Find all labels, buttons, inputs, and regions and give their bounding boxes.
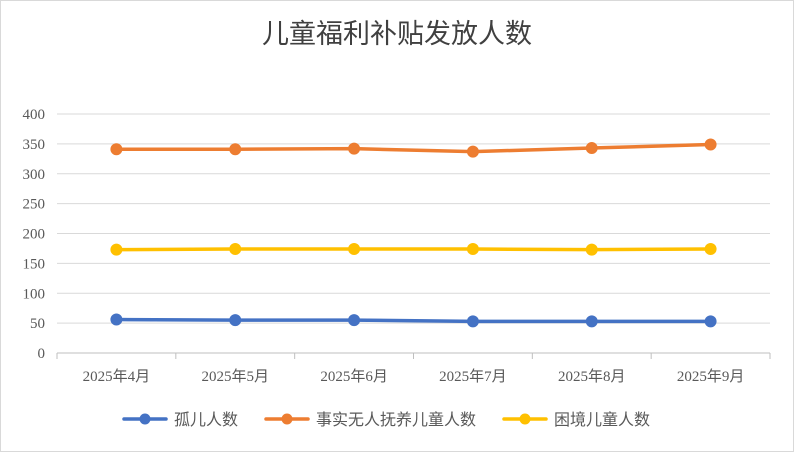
data-point xyxy=(466,243,479,256)
data-point xyxy=(585,142,598,155)
y-tick-label: 250 xyxy=(23,197,46,213)
legend-item: 事实无人抚养儿童人数 xyxy=(264,410,476,429)
legend-marker xyxy=(519,413,531,425)
x-tick-label: 2025年6月 xyxy=(320,368,388,385)
y-tick-label: 100 xyxy=(23,286,46,302)
legend-item: 孤儿人数 xyxy=(122,411,238,429)
y-tick-label: 150 xyxy=(23,256,46,272)
data-point xyxy=(229,243,242,256)
series-line xyxy=(114,247,713,252)
data-point xyxy=(348,243,361,256)
x-tick-label: 2025年4月 xyxy=(83,368,151,385)
data-point xyxy=(348,142,361,155)
data-point xyxy=(704,138,717,151)
series-line xyxy=(114,317,713,324)
data-point xyxy=(110,243,123,256)
chart-title: 儿童福利补贴发放人数 xyxy=(262,19,532,49)
data-point xyxy=(466,315,479,328)
x-tick-label: 2025年8月 xyxy=(558,368,626,385)
x-tick-label: 2025年5月 xyxy=(201,368,269,385)
series-3 xyxy=(110,243,717,256)
y-tick-label: 50 xyxy=(30,316,45,332)
data-point xyxy=(585,315,598,328)
x-tick-label: 2025年7月 xyxy=(439,368,507,385)
y-tick-label: 350 xyxy=(23,137,46,153)
series-2 xyxy=(110,138,717,158)
legend-marker xyxy=(281,413,293,425)
data-point xyxy=(704,315,717,328)
x-tick-label: 2025年9月 xyxy=(677,368,745,385)
legend-marker xyxy=(139,413,151,425)
data-point xyxy=(466,145,479,158)
legend-label: 孤儿人数 xyxy=(174,411,238,429)
data-point xyxy=(585,243,598,256)
y-tick-label: 400 xyxy=(23,107,46,123)
y-tick-label: 0 xyxy=(38,346,46,362)
data-point xyxy=(110,143,123,156)
data-point xyxy=(110,313,123,326)
y-tick-label: 300 xyxy=(23,167,46,183)
series-1 xyxy=(110,313,717,328)
data-point xyxy=(348,314,361,327)
data-point xyxy=(229,314,242,327)
series-line xyxy=(114,142,713,154)
data-point xyxy=(704,243,717,256)
legend-item: 困境儿童人数 xyxy=(502,410,650,429)
legend-label: 事实无人抚养儿童人数 xyxy=(316,410,476,429)
y-tick-label: 200 xyxy=(23,227,46,243)
data-point xyxy=(229,143,242,156)
legend-label: 困境儿童人数 xyxy=(554,410,650,429)
